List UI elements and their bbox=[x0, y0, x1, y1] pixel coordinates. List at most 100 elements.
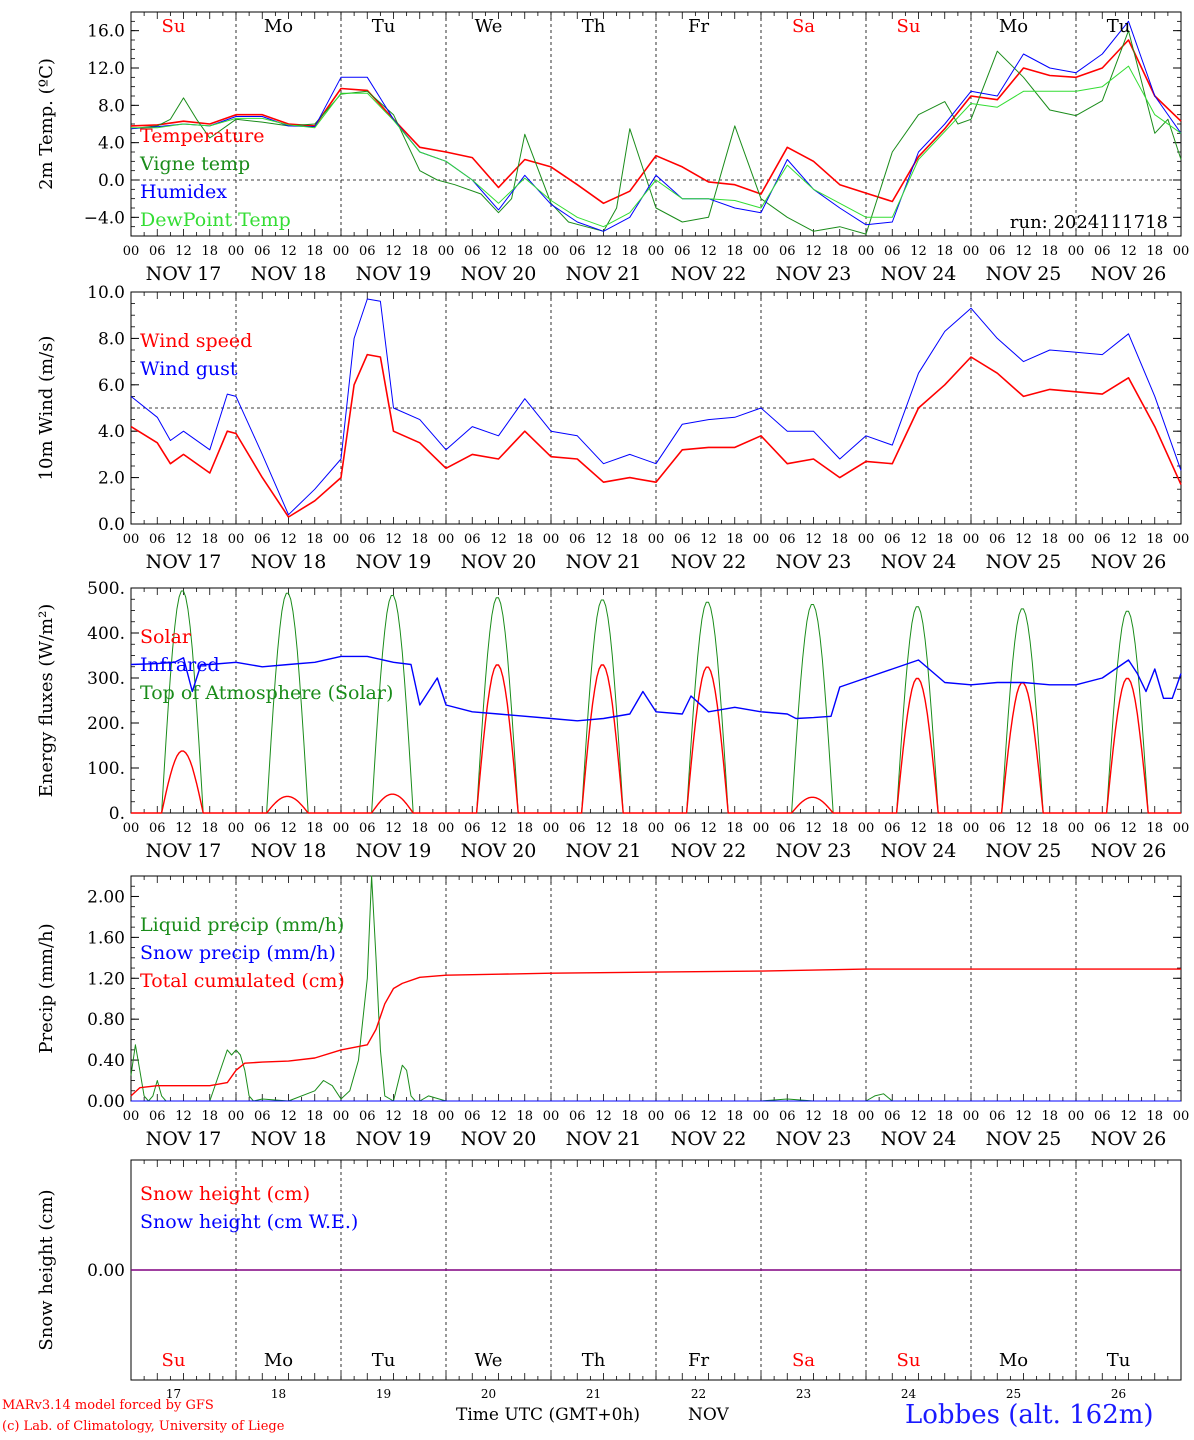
hour-tick-label: 18 bbox=[306, 244, 323, 259]
hour-tick-label: 12 bbox=[910, 244, 927, 259]
hour-tick-label: 00 bbox=[123, 532, 140, 547]
hour-tick-label: 06 bbox=[569, 244, 586, 259]
panel-snow: 0.00 Snow height (cm) Snow height (cm) Snow… bbox=[36, 1159, 1182, 1381]
hour-tick-label: 00 bbox=[1068, 244, 1085, 259]
hour-tick-label: 00 bbox=[1173, 244, 1190, 259]
hour-tick-label: 18 bbox=[936, 1109, 953, 1124]
hour-tick-label: 06 bbox=[149, 1109, 166, 1124]
hour-tick-label: 00 bbox=[438, 244, 455, 259]
hour-tick-label: 06 bbox=[359, 1109, 376, 1124]
hour-tick-label: 06 bbox=[569, 821, 586, 836]
hour-tick-label: 18 bbox=[621, 821, 638, 836]
hour-tick-label: 18 bbox=[831, 532, 848, 547]
y-axis-label: Energy fluxes (W/m²) bbox=[36, 604, 57, 798]
day-number: 19 bbox=[376, 1387, 391, 1401]
hour-tick-label: 00 bbox=[648, 244, 665, 259]
station-label: Lobbes (alt. 162m) bbox=[905, 1400, 1154, 1430]
hour-tick-label: 18 bbox=[516, 1109, 533, 1124]
hour-tick-label: 12 bbox=[175, 821, 192, 836]
hour-tick-label: 12 bbox=[595, 244, 612, 259]
hour-tick-label: 00 bbox=[1068, 821, 1085, 836]
y-tick-label: 6.0 bbox=[98, 376, 125, 396]
hour-tick-label: 12 bbox=[1015, 821, 1032, 836]
hour-tick-label: 00 bbox=[438, 1109, 455, 1124]
hour-tick-label: 12 bbox=[805, 532, 822, 547]
y-axis-label: Snow height (cm) bbox=[36, 1189, 57, 1350]
hour-tick-label: 12 bbox=[700, 244, 717, 259]
hour-tick-label: 12 bbox=[595, 821, 612, 836]
panel-precip: 0.00 0.40 0.80 1.20 1.60 2.00 Precip (mm/h) Liq… bbox=[36, 875, 1189, 1150]
hour-tick-label: 12 bbox=[175, 1109, 192, 1124]
hour-tick-label: 12 bbox=[280, 1109, 297, 1124]
hour-tick-label: 00 bbox=[963, 821, 980, 836]
hour-tick-label: 12 bbox=[490, 532, 507, 547]
series-wind-speed bbox=[130, 353, 1182, 518]
hour-tick-label: 18 bbox=[306, 532, 323, 547]
weekday-label-top: Su bbox=[897, 16, 921, 37]
y-tick-label: 1.60 bbox=[87, 928, 125, 948]
weekday-label-top: Th bbox=[582, 16, 606, 37]
hour-tick-label: 18 bbox=[831, 1109, 848, 1124]
hour-tick-label: 00 bbox=[228, 244, 245, 259]
day-label: NOV 26 bbox=[1091, 263, 1167, 285]
hour-tick-label: 18 bbox=[936, 821, 953, 836]
hour-tick-label: 06 bbox=[359, 821, 376, 836]
hour-tick-label: 06 bbox=[989, 244, 1006, 259]
hour-tick-label: 18 bbox=[516, 244, 533, 259]
y-tick-label: 2.00 bbox=[87, 887, 125, 907]
day-label: NOV 17 bbox=[146, 263, 222, 285]
weekday-label-bottom: Mo bbox=[999, 1350, 1028, 1371]
legend-entry: Humidex bbox=[140, 181, 227, 203]
y-tick-label: 400. bbox=[87, 624, 125, 644]
legend-entry: Total cumulated (cm) bbox=[140, 970, 345, 992]
hour-tick-label: 12 bbox=[805, 244, 822, 259]
hour-tick-label: 18 bbox=[936, 244, 953, 259]
legend-entry: Vigne temp bbox=[139, 153, 250, 175]
y-tick-label: 0.80 bbox=[87, 1010, 125, 1030]
legend-entry: Wind speed bbox=[140, 330, 252, 352]
y-tick-label: 0.00 bbox=[87, 1092, 125, 1112]
y-tick-label: 100. bbox=[87, 759, 125, 779]
hour-tick-label: 12 bbox=[1120, 532, 1137, 547]
weekday-label-bottom: We bbox=[475, 1350, 503, 1371]
hour-tick-label: 18 bbox=[1146, 244, 1163, 259]
hour-tick-label: 00 bbox=[963, 244, 980, 259]
hour-tick-label: 00 bbox=[1173, 532, 1190, 547]
day-label: NOV 20 bbox=[461, 1128, 537, 1150]
hour-tick-label: 06 bbox=[359, 244, 376, 259]
day-label: NOV 25 bbox=[986, 840, 1062, 862]
hour-tick-label: 00 bbox=[963, 1109, 980, 1124]
hour-tick-label: 00 bbox=[648, 821, 665, 836]
hour-tick-label: 18 bbox=[621, 532, 638, 547]
hour-tick-label: 12 bbox=[385, 821, 402, 836]
y-tick-label: 300. bbox=[87, 669, 125, 689]
hour-tick-label: 06 bbox=[1094, 532, 1111, 547]
day-label: NOV 19 bbox=[356, 840, 432, 862]
day-label: NOV 24 bbox=[881, 1128, 957, 1150]
legend-entry: Snow precip (mm/h) bbox=[140, 942, 336, 964]
hour-tick-label: 06 bbox=[674, 532, 691, 547]
hour-tick-label: 18 bbox=[516, 532, 533, 547]
hour-tick-label: 12 bbox=[1015, 244, 1032, 259]
legend-entry: Top of Atmosphere (Solar) bbox=[140, 682, 393, 704]
y-tick-label: 10.0 bbox=[87, 283, 125, 303]
hour-tick-label: 00 bbox=[333, 1109, 350, 1124]
hour-tick-label: 06 bbox=[464, 1109, 481, 1124]
hour-tick-label: 06 bbox=[989, 821, 1006, 836]
hour-tick-label: 00 bbox=[543, 532, 560, 547]
hour-tick-label: 18 bbox=[201, 244, 218, 259]
day-label: NOV 24 bbox=[881, 551, 957, 573]
day-label: NOV 20 bbox=[461, 840, 537, 862]
hour-tick-label: 12 bbox=[490, 821, 507, 836]
hour-tick-label: 18 bbox=[201, 821, 218, 836]
hour-tick-label: 18 bbox=[726, 821, 743, 836]
y-tick-label: 0.0 bbox=[98, 171, 125, 191]
hour-tick-label: 00 bbox=[333, 244, 350, 259]
weekday-label-top: Sa bbox=[792, 16, 815, 37]
x-axis-title: Time UTC (GMT+0h) bbox=[456, 1405, 641, 1425]
day-label: NOV 23 bbox=[776, 1128, 852, 1150]
hour-tick-label: 12 bbox=[700, 821, 717, 836]
day-label: NOV 18 bbox=[251, 263, 327, 285]
weekday-label-bottom: Su bbox=[162, 1350, 186, 1371]
hour-tick-label: 06 bbox=[149, 821, 166, 836]
